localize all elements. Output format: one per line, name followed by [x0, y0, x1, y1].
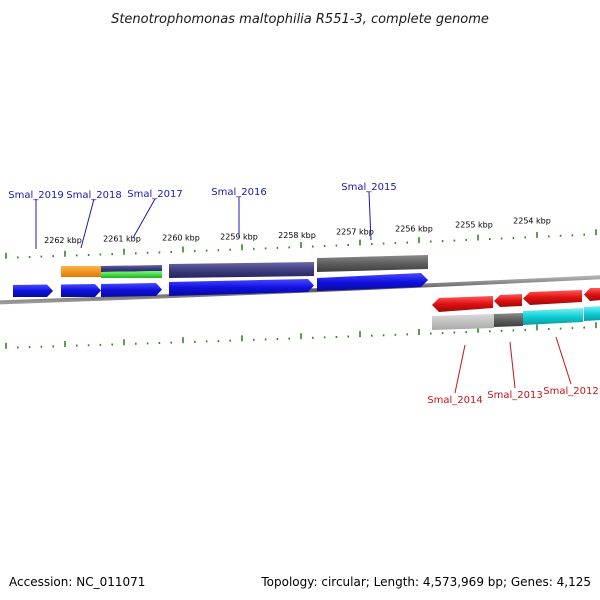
kbp-label: 2257 kbp [336, 228, 374, 237]
upper-ruler [5, 229, 597, 259]
cds-arrow-smal-2014[interactable] [432, 296, 493, 312]
map-title: Stenotrophomonas maltophilia R551-3, com… [111, 12, 489, 27]
feature-navy[interactable] [169, 262, 314, 278]
leader-line [80, 198, 95, 249]
leader-line [555, 336, 572, 385]
kbp-label: 2255 kbp [455, 221, 493, 230]
feature-gray[interactable] [317, 255, 428, 272]
feature-lightgray[interactable] [432, 314, 494, 330]
gene-label-smal-2012[interactable]: Smal_2012 [543, 386, 598, 397]
cds-arrow-smal-2015[interactable] [317, 273, 428, 291]
cds-arrow-partial[interactable] [584, 288, 600, 301]
kbp-label: 2262 kbp [44, 236, 82, 245]
kbp-label: 2259 kbp [220, 233, 258, 242]
feature-cyan[interactable] [584, 306, 600, 321]
kbp-label: 2260 kbp [162, 234, 200, 243]
feature-cyan[interactable] [523, 308, 583, 325]
leader-line [368, 191, 372, 241]
forward-gene-labels [35, 191, 372, 249]
reverse-gene-labels [454, 336, 572, 394]
forward-feature-row [61, 255, 428, 278]
forward-label-text: Smal_2019 Smal_2018 Smal_2017 Smal_2016 … [8, 182, 396, 201]
feature-navy[interactable] [101, 265, 162, 272]
cds-arrow-smal-2012[interactable] [523, 290, 582, 305]
gene-label-smal-2014[interactable]: Smal_2014 [427, 395, 482, 406]
gene-label-smal-2017[interactable]: Smal_2017 [127, 189, 182, 200]
leader-line [509, 341, 516, 389]
cds-arrow-smal-2013[interactable] [494, 294, 522, 307]
gene-label-smal-2013[interactable]: Smal_2013 [487, 390, 542, 401]
reverse-label-text: Smal_2014 Smal_2013 Smal_2012 [427, 386, 598, 406]
gene-label-smal-2018[interactable]: Smal_2018 [66, 190, 121, 201]
leader-line [132, 198, 156, 239]
cds-arrow-smal-2016[interactable] [169, 279, 314, 296]
reverse-cds-row [432, 288, 600, 312]
feature-orange[interactable] [61, 266, 101, 277]
reverse-feature-row [432, 306, 600, 330]
genome-summary-text: Topology: circular; Length: 4,573,969 bp… [260, 575, 591, 589]
gene-label-smal-2019[interactable]: Smal_2019 [8, 190, 63, 201]
feature-green[interactable] [101, 271, 162, 278]
scale-labels: 2262 kbp 2261 kbp 2260 kbp 2259 kbp 2258… [44, 217, 551, 246]
lower-ruler [5, 322, 597, 349]
cds-arrow-smal-2017[interactable] [101, 283, 162, 297]
kbp-label: 2258 kbp [278, 231, 316, 240]
cds-arrow-smal-2019[interactable] [13, 284, 53, 298]
feature-gray[interactable] [494, 313, 523, 327]
gene-label-smal-2015[interactable]: Smal_2015 [341, 182, 396, 193]
kbp-label: 2261 kbp [103, 235, 141, 244]
forward-cds-row [13, 273, 428, 297]
accession-text: Accession: NC_011071 [9, 575, 145, 589]
leader-line [454, 344, 466, 394]
kbp-label: 2256 kbp [395, 225, 433, 234]
gene-label-smal-2016[interactable]: Smal_2016 [211, 187, 266, 198]
kbp-label: 2254 kbp [513, 217, 551, 226]
cds-arrow-smal-2018[interactable] [61, 284, 101, 297]
